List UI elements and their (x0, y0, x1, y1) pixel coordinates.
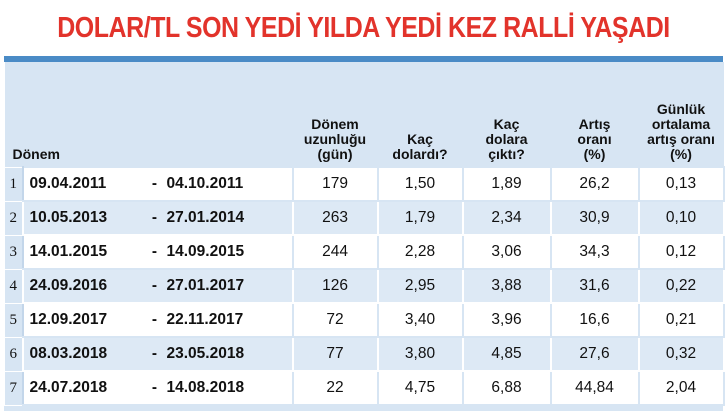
header-line: dolardı? (392, 146, 448, 162)
cell: 72 (291, 302, 379, 338)
header-row: Dönem Dönem uzunluğu (gün) Kaç dolardı? Kaç dol… (4, 62, 724, 167)
table-row: 3 14.01.2015-14.09.2015 244 2,28 3,06 34,3 0,1… (4, 234, 725, 270)
header-line: Günlük (656, 101, 706, 117)
cell: 31,6 (549, 268, 640, 304)
cell: 3,06 (461, 234, 552, 270)
cell: 3,96 (461, 302, 552, 338)
cell: 30,9 (549, 200, 640, 236)
header-line: Dönem (311, 116, 359, 132)
cell: - (142, 234, 167, 270)
cell: 27.01.2017 (166, 268, 294, 304)
cell: 2,95 (376, 268, 464, 304)
cell: 244 (291, 234, 379, 270)
cell: 24.09.2016 (21, 268, 143, 304)
cell: 27,6 (549, 336, 640, 372)
cell: 26,2 (549, 166, 640, 202)
header-line: Dönem (12, 146, 60, 162)
column-header: Kaç dolara çıktı? (462, 62, 551, 167)
cell: 12.09.2017 (21, 302, 143, 338)
cell: 04.10.2011 (166, 166, 294, 202)
cell: 0,21 (637, 302, 725, 338)
data-table: Dönem Dönem uzunluğu (gün) Kaç dolardı? Kaç dol… (4, 62, 725, 406)
row-index: 6 (4, 336, 23, 372)
column-header: Artış oranı (%) (550, 62, 639, 167)
cell: - (142, 336, 167, 372)
cell: 3,40 (376, 302, 464, 338)
cell: 14.08.2018 (166, 370, 294, 406)
column-header: Dönem (4, 62, 293, 167)
header-line: Artış (578, 116, 611, 132)
cell: - (142, 200, 167, 236)
cell: 0,13 (637, 166, 725, 202)
cell: 0,22 (637, 268, 725, 304)
column-header: Dönem uzunluğu (gün) (292, 62, 378, 167)
row-index: 1 (4, 166, 23, 202)
cell: 27.01.2014 (166, 200, 294, 236)
title: DOLAR/TL SON YEDİ YILDA YEDİ KEZ RALLİ Y… (57, 12, 670, 44)
column-header: Kaç dolardı? (377, 62, 463, 167)
cell: 0,12 (637, 234, 725, 270)
table-footer (4, 406, 723, 411)
header-line: Kaç (407, 131, 433, 147)
cell: 263 (291, 200, 379, 236)
row-index: 7 (4, 370, 23, 406)
title-rule (4, 56, 723, 62)
cell: 0,32 (637, 336, 725, 372)
row-index: 5 (4, 302, 23, 338)
table-body: 1 09.04.2011-04.10.2011 179 1,50 1,89 26,2 0,1… (4, 166, 725, 406)
cell: 2,34 (461, 200, 552, 236)
cell: 22.11.2017 (166, 302, 294, 338)
cell: 179 (291, 166, 379, 202)
cell: 23.05.2018 (166, 336, 294, 372)
row-index: 2 (4, 200, 23, 236)
cell: 09.04.2011 (21, 166, 143, 202)
cell: 3,80 (376, 336, 464, 372)
table-row: 4 24.09.2016-27.01.2017 126 2,95 3,88 31,6 0,2… (4, 268, 725, 304)
header-line: oranı (577, 131, 612, 147)
header-line: (%) (583, 146, 606, 162)
cell: - (142, 302, 167, 338)
cell: 4,85 (461, 336, 552, 372)
table-row: 1 09.04.2011-04.10.2011 179 1,50 1,89 26,2 0,1… (4, 166, 725, 202)
cell: 3,88 (461, 268, 552, 304)
cell: - (142, 166, 167, 202)
header-line: Kaç (493, 116, 520, 132)
table-row: 7 24.07.2018-14.08.2018 22 4,75 6,88 44,84 2,0… (4, 370, 725, 406)
cell: 2,28 (376, 234, 464, 270)
row-index: 3 (4, 234, 23, 270)
header-line: ortalama (651, 116, 711, 132)
cell: 34,3 (549, 234, 640, 270)
header-line: çıktı? (488, 146, 525, 162)
cell: 77 (291, 336, 379, 372)
header-line: (gün) (317, 146, 353, 162)
cell: 1,50 (376, 166, 464, 202)
column-header: Günlük ortalama artış oranı (%) (638, 62, 724, 167)
cell: 0,10 (637, 200, 725, 236)
table-row: 6 08.03.2018-23.05.2018 77 3,80 4,85 27,6 0,32 (4, 336, 725, 372)
cell: 126 (291, 268, 379, 304)
row-index: 4 (4, 268, 23, 304)
cell: 08.03.2018 (21, 336, 143, 372)
header-line: artış oranı (647, 131, 715, 147)
table-row: 5 12.09.2017-22.11.2017 72 3,40 3,96 16,6 0,21 (4, 302, 725, 338)
cell: 6,88 (461, 370, 552, 406)
cell: 14.09.2015 (166, 234, 294, 270)
header-line: (%) (670, 146, 692, 162)
cell: 1,79 (376, 200, 464, 236)
header-line: dolara (485, 131, 528, 147)
cell: - (142, 268, 167, 304)
header-line: uzunluğu (303, 131, 367, 147)
cell: 16,6 (549, 302, 640, 338)
cell: 1,89 (461, 166, 552, 202)
cell: 44,84 (549, 370, 640, 406)
cell: 4,75 (376, 370, 464, 406)
cell: 10.05.2013 (21, 200, 143, 236)
cell: 2,04 (637, 370, 725, 406)
cell: 14.01.2015 (21, 234, 143, 270)
cell: 24.07.2018 (21, 370, 143, 406)
table-row: 2 10.05.2013-27.01.2014 263 1,79 2,34 30,9 0,1… (4, 200, 725, 236)
cell: 22 (291, 370, 379, 406)
cell: - (142, 370, 167, 406)
